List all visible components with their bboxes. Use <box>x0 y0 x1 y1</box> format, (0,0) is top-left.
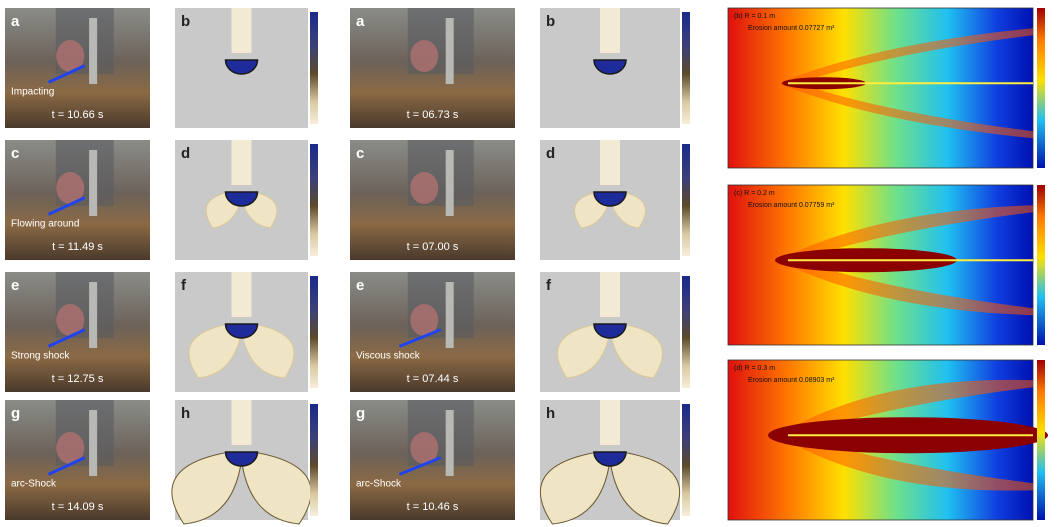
inflow <box>600 400 620 445</box>
annotation: arc-Shock <box>11 478 57 489</box>
annotation: arc-Shock <box>356 478 402 489</box>
map-note: Erosion amount 0.08903 m³ <box>748 377 835 384</box>
pillar <box>446 410 454 476</box>
colorbar <box>310 276 318 388</box>
time-label: t = 12.75 s <box>52 373 104 385</box>
pillar <box>89 18 97 84</box>
time-label: t = 07.44 s <box>407 373 459 385</box>
map-title: (c) R = 0.2 m <box>734 190 775 197</box>
colorbar <box>682 404 690 516</box>
panel-label: a <box>356 13 365 30</box>
inflow <box>232 8 252 53</box>
panel-label: h <box>181 405 190 422</box>
erosion-map <box>728 8 1033 168</box>
colorbar <box>682 144 690 256</box>
time-label: t = 10.66 s <box>52 109 104 121</box>
annotation: Flowing around <box>11 218 79 229</box>
colorbar <box>1037 8 1045 168</box>
time-label: t = 07.00 s <box>407 241 459 253</box>
pillar <box>89 282 97 348</box>
panel-label: b <box>181 13 190 30</box>
pillar <box>446 18 454 84</box>
panel-label: d <box>546 145 555 162</box>
inflow <box>600 272 620 317</box>
annotation: Viscous shock <box>356 350 421 361</box>
annotation: Impacting <box>11 86 54 97</box>
inflow <box>600 8 620 53</box>
panel-label: c <box>356 145 364 162</box>
inflow <box>600 140 620 185</box>
panel-label: b <box>546 13 555 30</box>
machine <box>410 40 438 72</box>
colorbar <box>1037 185 1045 345</box>
pillar <box>89 410 97 476</box>
annotation: Strong shock <box>11 350 70 361</box>
map-note: Erosion amount 0.07727 m³ <box>748 25 835 32</box>
colorbar <box>682 276 690 388</box>
map-note: Erosion amount 0.07759 m³ <box>748 202 835 209</box>
panel-label: e <box>11 277 19 294</box>
panel-label: d <box>181 145 190 162</box>
colorbar <box>310 12 318 124</box>
panel-label: g <box>356 405 365 422</box>
time-label: t = 06.73 s <box>407 109 459 121</box>
colorbar <box>310 404 318 516</box>
panel-label: h <box>546 405 555 422</box>
panel-label: g <box>11 405 20 422</box>
machine <box>410 172 438 204</box>
figure: a Impacting t = 10.66 s b a t = 06.73 s b c Flow… <box>0 0 1057 527</box>
pillar <box>89 150 97 216</box>
panel-label: a <box>11 13 20 30</box>
time-label: t = 11.49 s <box>52 241 103 253</box>
map-title: (b) R = 0.1 m <box>734 13 775 20</box>
colorbar <box>310 144 318 256</box>
pillar <box>446 150 454 216</box>
colorbar <box>682 12 690 124</box>
inflow <box>232 400 252 445</box>
map-title: (d) R = 0.3 m <box>734 365 775 372</box>
inflow <box>232 272 252 317</box>
colorbar <box>1037 360 1045 520</box>
panel-label: e <box>356 277 364 294</box>
time-label: t = 10.46 s <box>407 501 459 513</box>
pillar <box>446 282 454 348</box>
time-label: t = 14.09 s <box>52 501 104 513</box>
inflow <box>232 140 252 185</box>
panel-label: c <box>11 145 19 162</box>
